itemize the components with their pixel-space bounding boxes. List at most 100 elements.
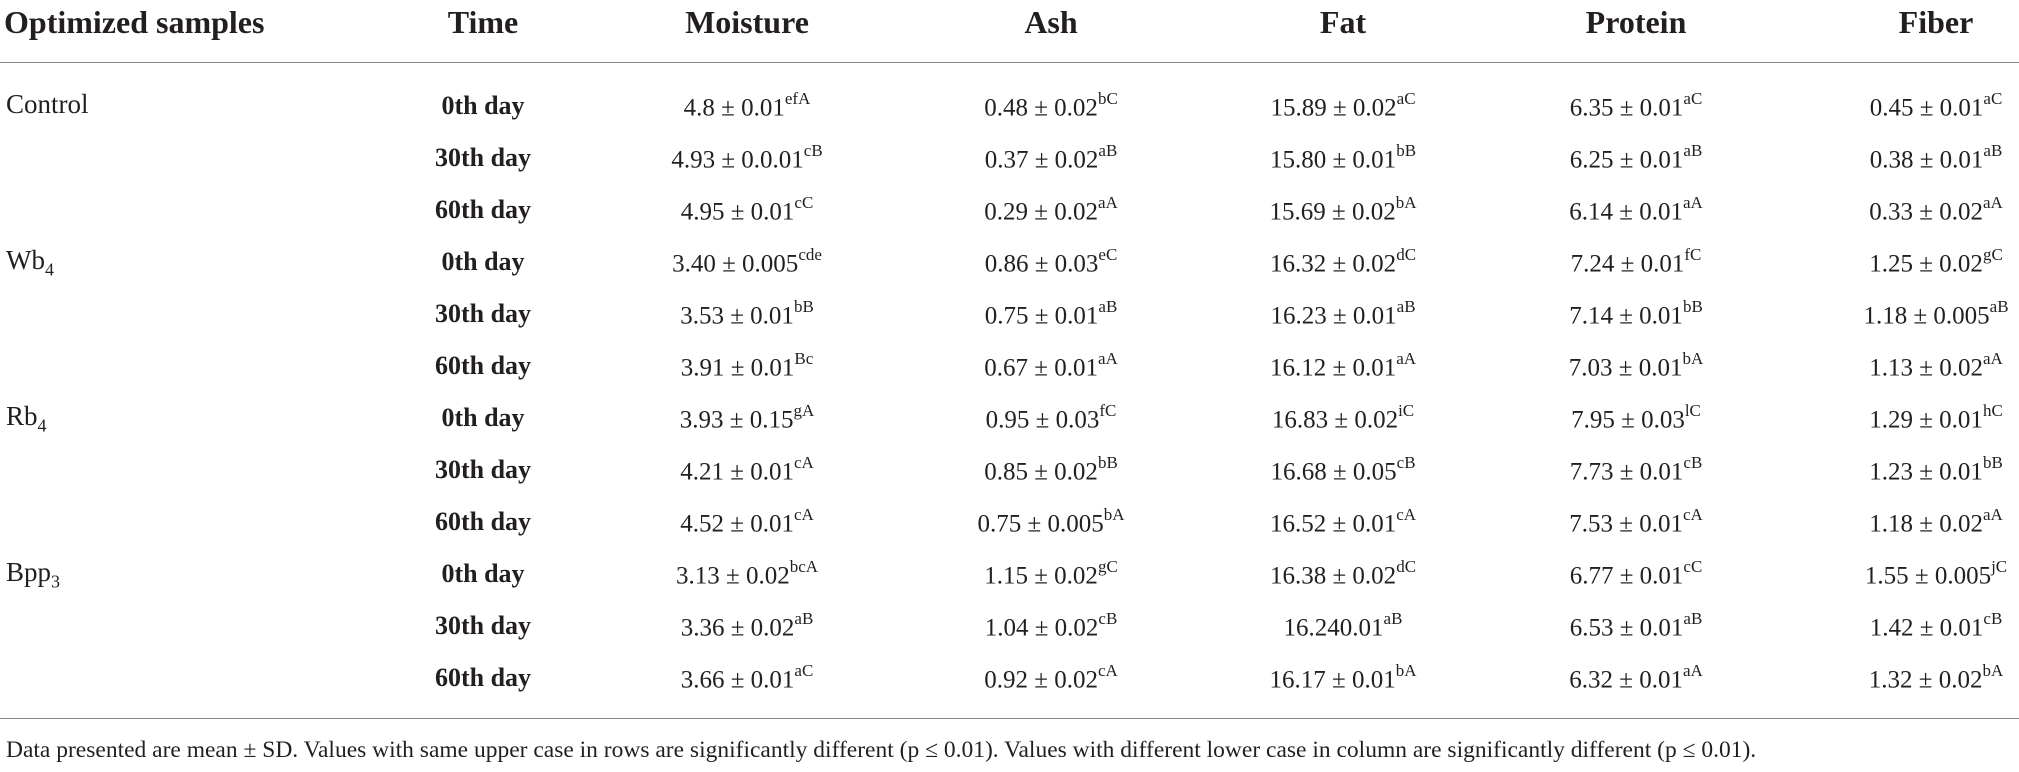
ash-value: 0.75 ± 0.01 — [984, 302, 1099, 330]
moisture-cell: 3.66 ± 0.01aC — [681, 661, 814, 694]
fat-value: 15.69 ± 0.02 — [1269, 198, 1396, 226]
fat-value: 15.80 ± 0.01 — [1269, 146, 1397, 174]
protein-cell: 7.95 ± 0.03lC — [1571, 401, 1701, 434]
protein-cell: 6.53 ± 0.01aB — [1570, 609, 1703, 642]
fat-cell: 16.23 ± 0.01aB — [1270, 297, 1415, 330]
moisture-superscript: cde — [798, 245, 822, 264]
time-cell: 0th day — [441, 403, 525, 432]
ash-superscript: eC — [1098, 245, 1118, 264]
sample-name: Bpp3 — [6, 557, 60, 592]
fat-cell: 16.68 ± 0.05cB — [1270, 453, 1415, 486]
time-cell: 30th day — [434, 143, 532, 172]
sample-name-text: Wb — [6, 245, 45, 275]
fiber-cell: 0.38 ± 0.01aB — [1869, 141, 2003, 174]
fiber-superscript: aA — [1982, 193, 2003, 212]
protein-value: 6.35 ± 0.01 — [1569, 94, 1684, 122]
moisture-cell: 4.21 ± 0.01cA — [680, 453, 814, 486]
ash-value: 0.29 ± 0.02 — [984, 198, 1098, 226]
protein-superscript: bA — [1682, 349, 1704, 368]
ash-value: 0.95 ± 0.03 — [985, 406, 1100, 434]
moisture-cell: 3.13 ± 0.02bcA — [675, 557, 818, 590]
protein-cell: 7.03 ± 0.01bA — [1568, 349, 1704, 382]
header-moisture: Moisture — [685, 4, 809, 40]
moisture-value: 3.13 ± 0.02 — [675, 562, 790, 590]
fiber-superscript: bB — [1982, 453, 2003, 472]
fat-value: 16.38 ± 0.02 — [1269, 562, 1397, 590]
protein-value: 7.03 ± 0.01 — [1568, 354, 1683, 382]
protein-cell: 7.24 ± 0.01fC — [1570, 245, 1702, 278]
fat-superscript: iC — [1398, 401, 1415, 420]
protein-cell: 6.35 ± 0.01aC — [1569, 89, 1703, 122]
fat-cell: 16.240.01aB — [1284, 609, 1403, 642]
fat-value: 16.68 ± 0.05 — [1270, 458, 1397, 486]
moisture-value: 3.93 ± 0.15 — [679, 406, 794, 434]
time-cell: 0th day — [441, 247, 525, 276]
fiber-value: 0.45 ± 0.01 — [1869, 94, 1984, 122]
time-cell: 30th day — [434, 455, 532, 484]
fiber-cell: 1.25 ± 0.02gC — [1869, 245, 2003, 278]
header-fiber: Fiber — [1898, 4, 1974, 40]
protein-cell: 7.14 ± 0.01bB — [1569, 297, 1703, 330]
moisture-superscript: cA — [793, 453, 814, 472]
fiber-value: 0.38 ± 0.01 — [1869, 146, 1984, 174]
sample-name-text: Rb — [6, 401, 38, 431]
fat-cell: 16.83 ± 0.02iC — [1271, 401, 1415, 434]
ash-superscript: aA — [1097, 349, 1118, 368]
moisture-cell: 4.52 ± 0.01cA — [680, 505, 814, 538]
protein-superscript: lC — [1684, 401, 1701, 420]
header-time: Time — [447, 4, 519, 40]
protein-value: 6.32 ± 0.01 — [1569, 666, 1683, 694]
ash-cell: 0.85 ± 0.02bB — [984, 453, 1118, 486]
fiber-cell: 1.23 ± 0.01bB — [1869, 453, 2003, 486]
fiber-value: 1.42 ± 0.01 — [1869, 614, 1984, 642]
ash-cell: 0.67 ± 0.01aA — [984, 349, 1118, 382]
fiber-superscript: aC — [1983, 89, 2003, 108]
fat-superscript: dC — [1396, 245, 1417, 264]
fat-value: 16.83 ± 0.02 — [1271, 406, 1399, 434]
time-cell: 30th day — [434, 299, 532, 328]
moisture-superscript: efA — [784, 89, 811, 108]
fiber-superscript: jC — [1991, 557, 2008, 576]
table-header-row: Optimized samples Time Moisture Ash Fat … — [0, 0, 2019, 63]
ash-superscript: bB — [1097, 453, 1118, 472]
moisture-superscript: aC — [794, 661, 814, 680]
protein-superscript: aB — [1683, 609, 1703, 628]
fiber-value: 1.55 ± 0.005 — [1864, 562, 1992, 590]
fiber-cell: 1.29 ± 0.01hC — [1869, 401, 2003, 434]
protein-value: 6.25 ± 0.01 — [1569, 146, 1684, 174]
moisture-cell: 4.8 ± 0.01efA — [684, 89, 811, 122]
fat-value: 16.12 ± 0.01 — [1269, 354, 1397, 382]
protein-superscript: cC — [1683, 557, 1703, 576]
protein-superscript: aA — [1682, 661, 1703, 680]
moisture-value: 4.21 ± 0.01 — [680, 458, 794, 486]
fat-superscript: dC — [1396, 557, 1417, 576]
fat-cell: 16.52 ± 0.01cA — [1270, 505, 1417, 538]
header-protein: Protein — [1585, 4, 1687, 40]
protein-superscript: aA — [1682, 193, 1703, 212]
moisture-cell: 3.40 ± 0.005cde — [672, 245, 822, 278]
protein-value: 6.77 ± 0.01 — [1569, 562, 1684, 590]
protein-cell: 6.25 ± 0.01aB — [1569, 141, 1703, 174]
ash-cell: 0.29 ± 0.02aA — [984, 193, 1118, 226]
fat-cell: 15.80 ± 0.01bB — [1269, 141, 1416, 174]
protein-cell: 6.14 ± 0.01aA — [1569, 193, 1703, 226]
fiber-cell: 0.45 ± 0.01aC — [1869, 89, 2003, 122]
fiber-superscript: aB — [1989, 297, 2009, 316]
sample-name-subscript: 4 — [37, 415, 47, 436]
moisture-value: 4.52 ± 0.01 — [680, 510, 794, 538]
fat-superscript: cA — [1396, 505, 1417, 524]
fiber-superscript: cB — [1983, 609, 2003, 628]
fat-cell: 16.12 ± 0.01aA — [1269, 349, 1416, 382]
header-ash: Ash — [1024, 4, 1078, 40]
moisture-value: 3.40 ± 0.005 — [672, 250, 799, 278]
protein-value: 7.24 ± 0.01 — [1570, 250, 1685, 278]
fat-cell: 16.17 ± 0.01bA — [1269, 661, 1416, 694]
fat-cell: 16.38 ± 0.02dC — [1269, 557, 1417, 590]
fat-value: 16.23 ± 0.01 — [1270, 302, 1397, 330]
sample-name: Rb4 — [6, 401, 47, 436]
fat-superscript: aB — [1383, 609, 1403, 628]
ash-value: 0.75 ± 0.005 — [977, 510, 1104, 538]
fat-superscript: aC — [1396, 89, 1416, 108]
fiber-value: 1.23 ± 0.01 — [1869, 458, 1983, 486]
ash-superscript: gC — [1097, 557, 1118, 576]
